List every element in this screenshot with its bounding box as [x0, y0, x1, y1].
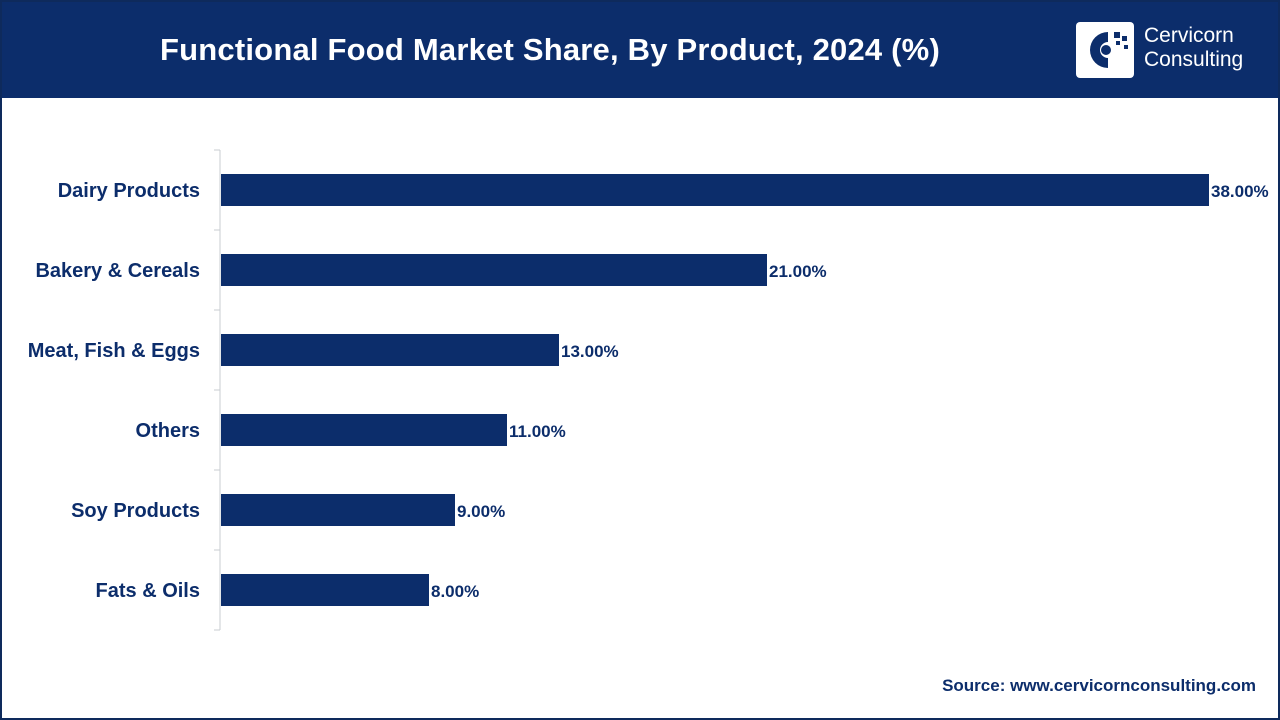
bar [221, 574, 429, 606]
logo-mark-icon [1076, 22, 1134, 78]
data-label: 11.00% [509, 422, 566, 441]
category-label: Dairy Products [58, 180, 200, 202]
category-label: Fats & Oils [96, 580, 200, 602]
data-label: 21.00% [769, 262, 827, 281]
logo-text: Cervicorn Consulting [1144, 24, 1243, 72]
data-label: 9.00% [457, 502, 505, 521]
category-label: Soy Products [71, 500, 200, 522]
bar [221, 414, 507, 446]
logo-line-1: Cervicorn [1144, 24, 1234, 47]
source-note: Source: www.cervicornconsulting.com [942, 676, 1256, 695]
category-label: Others [136, 420, 200, 442]
bar [221, 334, 559, 366]
category-label: Meat, Fish & Eggs [28, 340, 200, 362]
logo-line-2: Consulting [1144, 48, 1244, 71]
data-label: 38.00% [1211, 182, 1269, 201]
data-label: 13.00% [561, 342, 619, 361]
chart-title: Functional Food Market Share, By Product… [160, 32, 940, 67]
header-bar: Functional Food Market Share, By Product… [2, 2, 1278, 98]
data-label: 8.00% [431, 582, 479, 601]
company-logo: Cervicorn Consulting [1076, 20, 1266, 82]
category-label: Bakery & Cereals [35, 260, 200, 282]
bar [221, 254, 767, 286]
bar [221, 174, 1209, 206]
bar [221, 494, 455, 526]
